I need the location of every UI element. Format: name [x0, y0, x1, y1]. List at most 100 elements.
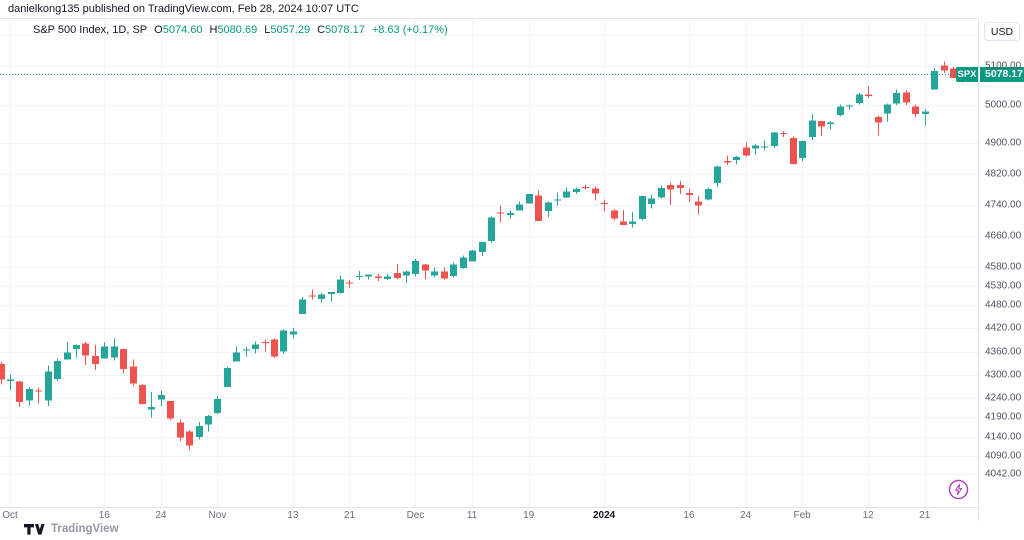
candle-body [686, 192, 693, 195]
candle-body [26, 388, 33, 401]
candle-body [54, 361, 61, 380]
candle [592, 186, 599, 201]
candle [714, 165, 721, 188]
candle-body [790, 137, 797, 165]
candle-body [743, 147, 750, 156]
candle-body [205, 415, 212, 425]
candle-body [893, 93, 900, 104]
candle [262, 339, 269, 352]
candle-body [214, 398, 221, 413]
time-axis[interactable]: Oct 16 24 Nov 13 21 Dec 11 19 2024 16 24 Feb 12 21 [0, 507, 1024, 523]
candle [384, 274, 391, 280]
tradingview-logo[interactable]: TradingView [24, 523, 119, 535]
candle [375, 274, 382, 282]
candle [629, 212, 636, 228]
candle [695, 195, 702, 215]
candle [205, 415, 212, 432]
candle [73, 344, 80, 358]
candle-body [563, 191, 570, 198]
candle [827, 120, 834, 130]
candle [130, 359, 137, 387]
candle-body [582, 187, 589, 189]
candle [582, 184, 589, 190]
candle-body [64, 352, 71, 360]
boost-icon[interactable] [948, 479, 969, 500]
time-axis-label: Nov [208, 510, 227, 521]
legend-open: O5074.60 [154, 24, 203, 36]
candle [488, 216, 495, 243]
time-axis-label: 11 [466, 510, 478, 521]
candle-body [233, 352, 240, 362]
price-axis-label: 4140.00 [985, 431, 1022, 443]
candle-body [224, 367, 231, 388]
price-axis-label: 4660.00 [985, 230, 1022, 242]
candle [620, 210, 627, 226]
candle [686, 188, 693, 202]
symbol-title: S&P 500 Index, 1D, SP [33, 24, 148, 36]
candle [64, 341, 71, 360]
price-axis-label: 4480.00 [985, 299, 1022, 311]
currency-button[interactable]: USD [984, 22, 1020, 41]
candle-body [667, 184, 674, 190]
candle-body [507, 212, 514, 215]
candle-body [601, 202, 608, 204]
legend-change: +8.63 (+0.17%) [371, 24, 448, 36]
candle [337, 275, 344, 294]
candle [431, 267, 438, 278]
candle-body [384, 276, 391, 279]
candle-body [573, 188, 580, 193]
candle [780, 131, 787, 137]
boost-circle [948, 479, 969, 500]
candle [290, 327, 297, 339]
candle-body [375, 276, 382, 279]
candle [101, 342, 108, 359]
candle-body [545, 202, 552, 212]
price-axis-label: 4530.00 [985, 280, 1022, 292]
candle-body [328, 292, 335, 294]
candle [658, 185, 665, 199]
candle-body [733, 156, 740, 160]
candle-body [356, 275, 363, 278]
candle [677, 180, 684, 195]
candle [196, 422, 203, 440]
candle-body [337, 279, 344, 294]
candle-body [818, 121, 825, 127]
candle-body [148, 406, 155, 410]
candle-body [827, 122, 834, 124]
candle [365, 274, 372, 280]
candle [507, 210, 514, 219]
candle-body [516, 204, 523, 211]
candle [743, 141, 750, 157]
candle-body [912, 106, 919, 115]
tradingview-logo-mark [24, 523, 45, 535]
candle [667, 182, 674, 206]
candle [111, 338, 118, 361]
candle [573, 187, 580, 194]
candle [563, 187, 570, 198]
price-axis-label: 4190.00 [985, 411, 1022, 423]
candle [639, 195, 646, 221]
attribution-text: danielkong135 published on TradingView.c… [8, 3, 359, 15]
candle-body [761, 146, 768, 148]
price-axis[interactable]: USD 5078.17 5100.00 5000.00 4900.00 4820.00… [978, 18, 1024, 521]
candle [252, 341, 259, 354]
time-axis-label: Dec [406, 510, 425, 521]
candle [92, 345, 99, 371]
candle-body [262, 342, 269, 344]
price-axis-label: 4900.00 [985, 137, 1022, 149]
candle-body [695, 201, 702, 206]
candle [931, 68, 938, 90]
candle-body [92, 356, 99, 365]
candle [611, 209, 618, 221]
candle [16, 380, 23, 408]
candle-body [318, 294, 325, 299]
time-axis-label: 24 [155, 510, 167, 521]
candle [441, 267, 448, 280]
candle [394, 263, 401, 280]
candle [299, 296, 306, 314]
candle-body [252, 344, 259, 350]
candle [922, 109, 929, 126]
candle-body [431, 271, 438, 276]
